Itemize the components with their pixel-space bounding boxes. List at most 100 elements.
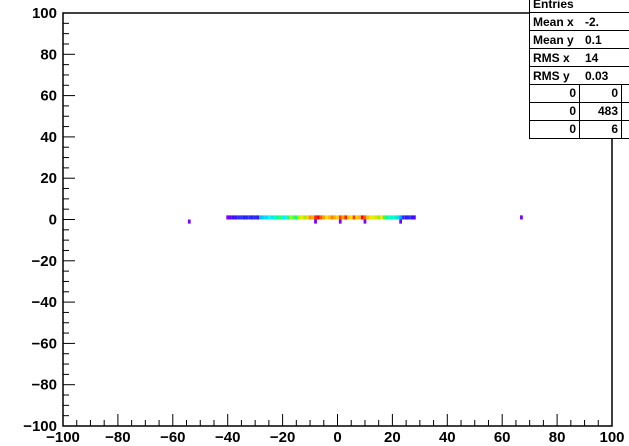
heatmap-cell: [355, 215, 359, 220]
stat-grid-cell: 0: [530, 121, 580, 138]
heatmap-cell: [412, 215, 416, 220]
heatmap-cell: [237, 215, 241, 220]
heatmap-cell: [303, 215, 306, 220]
heatmap-cell: [242, 215, 246, 220]
stat-row-mean-x: Mean x -2.: [530, 13, 629, 31]
stat-grid-cell: [622, 121, 629, 138]
heatmap-cell: [187, 219, 191, 224]
heatmap-cell: [399, 219, 403, 224]
heatmap-cell: [399, 215, 403, 220]
heatmap-cell: [371, 215, 375, 220]
heatmap-cell: [380, 215, 383, 220]
heatmap-cell: [314, 219, 317, 224]
stat-label: Mean x: [533, 14, 574, 29]
heatmap-cell: [391, 215, 394, 220]
stat-row-entries: Entries: [530, 0, 629, 13]
y-tick-label: −40: [32, 294, 57, 311]
stat-label: Mean y: [533, 32, 574, 47]
heatmap-cell: [347, 215, 350, 220]
heatmap-cell: [283, 215, 287, 220]
heatmap-cell: [256, 215, 260, 220]
x-tick-label: 80: [549, 429, 566, 446]
heatmap-cell: [267, 215, 271, 220]
stat-row-rms-x: RMS x 14: [530, 49, 629, 67]
heatmap-cell: [251, 215, 254, 220]
heatmap-cell: [374, 215, 378, 220]
y-tick-label: 20: [40, 170, 57, 187]
y-tick-label: 0: [49, 212, 57, 229]
heatmap-cell: [338, 219, 342, 224]
stat-label: RMS y: [533, 68, 570, 83]
heatmap-cell: [388, 215, 392, 220]
heatmap-cell: [366, 215, 370, 220]
stat-value: -2.: [585, 14, 600, 29]
heatmap-cell: [369, 215, 372, 220]
statistics-box: Entries Mean x -2. Mean y 0.1 RMS x 14 R…: [529, 0, 629, 139]
axis-tick-labels: −100 −80 −60 −40 −20 0 20 40 60 80 100100806040200…: [23, 5, 624, 446]
x-tick-label: −40: [215, 429, 240, 446]
stat-value: 0.1: [585, 32, 602, 47]
stat-label: Entries: [533, 0, 574, 11]
heatmap-cell: [396, 215, 400, 220]
y-tick-label: −80: [32, 377, 57, 394]
stat-grid-row: 0 0: [530, 85, 629, 103]
heatmap-cell: [349, 215, 353, 220]
y-tick-label: −100: [23, 418, 57, 435]
stat-grid-cell: 6: [580, 121, 622, 138]
x-tick-label: −100: [46, 429, 80, 446]
heatmap-cell: [264, 215, 268, 220]
stat-grid-cell: [622, 103, 629, 120]
heatmap-cell: [325, 215, 328, 220]
heatmap-cell: [262, 215, 265, 220]
heatmap-cell: [316, 215, 320, 220]
heatmap-cell: [292, 215, 295, 220]
y-tick-label: 80: [40, 46, 57, 63]
heatmap-cell: [360, 215, 364, 220]
y-tick-label: 100: [32, 5, 57, 22]
heatmap-cell: [234, 215, 238, 220]
heatmap-cell: [240, 215, 243, 220]
y-tick-label: −20: [32, 253, 57, 270]
x-tick-label: 20: [384, 429, 401, 446]
heatmap-cell: [336, 215, 339, 220]
heatmap-cell: [281, 215, 284, 220]
stat-value: 14: [585, 50, 599, 65]
heatmap-cell: [407, 215, 411, 220]
heatmap-cell: [294, 215, 298, 220]
heatmap-cell: [275, 215, 279, 220]
heatmap-cell: [231, 215, 235, 220]
heatmap-cell: [341, 215, 345, 220]
stat-grid-cell: 0: [530, 103, 580, 120]
stat-grid-cell: [622, 85, 629, 102]
heatmap-cell: [402, 215, 405, 220]
heatmap-cell: [352, 215, 356, 220]
heatmap-cell: [253, 215, 257, 220]
stat-row-mean-y: Mean y 0.1: [530, 31, 629, 49]
heatmap-cell: [363, 219, 367, 224]
heatmap-cell: [338, 215, 342, 220]
y-tick-label: −60: [32, 335, 57, 352]
stat-grid-row: 0 6: [530, 121, 629, 138]
heatmap-cell: [358, 215, 361, 220]
heatmap-cell: [297, 215, 301, 220]
stat-grid-cell: 0: [530, 85, 580, 102]
x-tick-label: 100: [599, 429, 624, 446]
heatmap-cell: [385, 215, 389, 220]
x-tick-label: 0: [333, 429, 341, 446]
heatmap-cell: [322, 215, 326, 220]
heatmap-cell: [229, 215, 232, 220]
heatmap-cell: [270, 215, 273, 220]
stat-label: RMS x: [533, 50, 570, 65]
heatmap-cell: [520, 215, 523, 220]
heatmap-cell: [300, 215, 304, 220]
heatmap-cell: [377, 215, 381, 220]
heatmap-cell: [278, 215, 282, 220]
stat-value: 0.03: [585, 68, 609, 83]
heatmap-cell: [245, 215, 249, 220]
heatmap-cell: [330, 215, 334, 220]
heatmap-cell: [259, 215, 263, 220]
heatmap-cell: [308, 215, 312, 220]
heatmap-cell: [289, 215, 293, 220]
heatmap-cell: [314, 215, 317, 220]
